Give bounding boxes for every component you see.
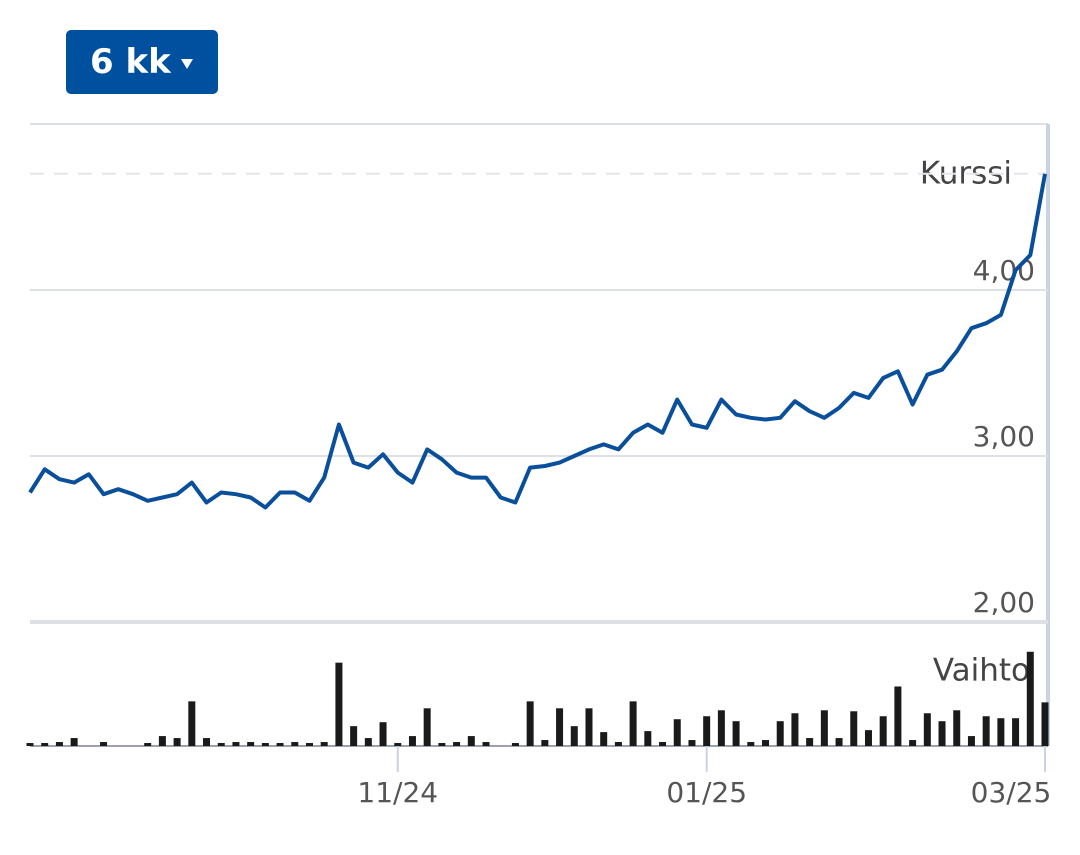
volume-bar — [923, 713, 931, 746]
volume-bar — [762, 740, 770, 746]
volume-bar — [41, 743, 49, 746]
volume-bar — [629, 701, 637, 746]
volume-bar — [394, 743, 402, 746]
volume-bar — [820, 710, 828, 746]
volume-bar — [938, 721, 946, 746]
volume-bar — [982, 716, 990, 746]
volume-bar — [350, 726, 358, 746]
volume-bar — [997, 718, 1005, 746]
volume-bar — [305, 743, 313, 746]
volume-bar — [203, 738, 211, 746]
volume-bar — [247, 742, 255, 746]
volume-bar — [732, 721, 740, 746]
range-button[interactable]: 6 kk — [66, 30, 218, 94]
volume-bar — [570, 726, 578, 746]
x-tick-label: 11/24 — [357, 776, 438, 809]
price-line — [28, 173, 1047, 510]
volume-bar — [144, 743, 152, 746]
volume-bar — [776, 721, 784, 746]
volume-bar — [511, 743, 519, 746]
volume-bar — [791, 713, 799, 746]
y-tick-label: 2,00 — [973, 586, 1035, 619]
volume-bar — [850, 711, 858, 746]
volume-bar — [747, 742, 755, 746]
volume-bar — [467, 736, 475, 746]
volume-panel-title: Vaihto — [933, 653, 1030, 689]
volume-bar — [967, 736, 975, 746]
volume-bar — [835, 738, 843, 746]
volume-bar — [953, 710, 961, 746]
volume-bar — [70, 738, 78, 746]
volume-bar — [364, 738, 372, 746]
volume-bar — [335, 662, 343, 746]
volume-bar — [614, 742, 622, 746]
volume-bar — [879, 716, 887, 746]
volume-bar — [232, 742, 240, 746]
volume-bar — [188, 701, 196, 746]
x-tick-label: 03/25 — [971, 776, 1052, 809]
y-tick-label: 4,00 — [973, 254, 1035, 287]
dropdown-arrow — [181, 59, 193, 69]
volume-bar — [26, 743, 34, 746]
volume-bar — [482, 742, 490, 746]
volume-bar — [158, 736, 166, 746]
volume-bar — [1041, 702, 1049, 746]
volume-bar — [909, 740, 917, 746]
volume-bar — [408, 736, 416, 746]
volume-bar — [1026, 651, 1034, 746]
volume-bar — [688, 740, 696, 746]
volume-bar — [438, 743, 446, 746]
volume-bar — [453, 742, 461, 746]
x-tick-label: 01/25 — [666, 776, 747, 809]
volume-bar — [600, 732, 608, 746]
volume-bar — [864, 730, 872, 746]
volume-bar — [894, 686, 902, 746]
volume-bar — [541, 740, 549, 746]
range-button-label: 6 kk — [90, 42, 171, 82]
volume-bar — [644, 731, 652, 746]
volume-bar — [276, 743, 284, 746]
volume-bar — [703, 716, 711, 746]
volume-bar — [423, 708, 431, 746]
volume-bar — [261, 743, 269, 746]
volume-bar — [291, 742, 299, 746]
volume-bar — [55, 742, 63, 746]
volume-bar — [320, 742, 328, 746]
volume-bar — [526, 701, 534, 746]
volume-bar — [556, 708, 564, 746]
volume-bar — [806, 738, 814, 746]
price-panel-title: Kurssi — [920, 156, 1012, 192]
volume-bar — [100, 742, 108, 746]
volume-bar — [1012, 718, 1020, 746]
volume-bar — [659, 742, 667, 746]
volume-bar — [717, 710, 725, 746]
y-tick-label: 3,00 — [973, 420, 1035, 453]
volume-bar — [673, 719, 681, 746]
volume-bar — [173, 738, 181, 746]
volume-bar — [217, 743, 225, 746]
volume-bar — [585, 708, 593, 746]
volume-bar — [379, 722, 387, 746]
